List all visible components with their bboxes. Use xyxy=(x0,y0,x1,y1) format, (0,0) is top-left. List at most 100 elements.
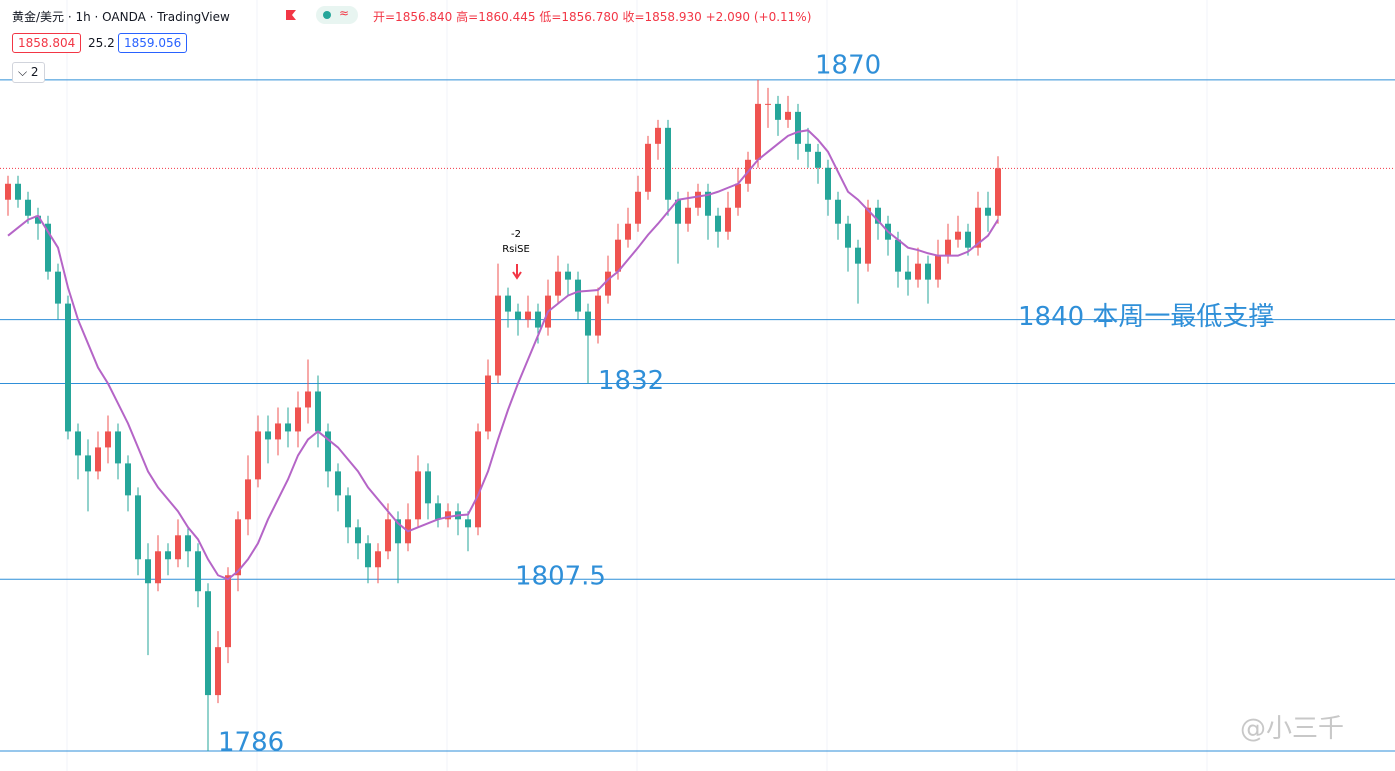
candle-body xyxy=(385,519,391,552)
candle-body xyxy=(625,223,631,240)
candle-body xyxy=(375,551,381,568)
candle-body xyxy=(165,551,171,560)
candle-body xyxy=(985,207,991,216)
candle-body xyxy=(245,479,251,520)
candle-body xyxy=(565,271,571,280)
candle-body xyxy=(345,495,351,528)
signal-count: -2 xyxy=(511,229,521,240)
indicator-count: 2 xyxy=(30,65,39,79)
spread: 25.2 xyxy=(88,36,115,50)
candle-body xyxy=(875,207,881,224)
candle-body xyxy=(965,231,971,248)
candle-body xyxy=(125,463,131,496)
level-label: 1786 xyxy=(218,728,284,758)
candle-body xyxy=(815,151,821,168)
candle-body xyxy=(45,223,51,272)
level-label: 1807.5 xyxy=(515,562,606,592)
candle-body xyxy=(675,199,681,224)
status-pill[interactable]: ≈ xyxy=(316,6,358,24)
candle-body xyxy=(505,295,511,312)
ohlc: 开=1856.840 高=1860.445 低=1856.780 收=1858.… xyxy=(373,8,811,25)
candle-body xyxy=(205,591,211,696)
candle-body xyxy=(735,183,741,208)
candle-body xyxy=(115,431,121,464)
level-label: 1832 xyxy=(598,366,664,396)
candle-body xyxy=(955,231,961,240)
flag-icon[interactable] xyxy=(286,10,296,20)
candle-body xyxy=(335,471,341,496)
candle-body xyxy=(25,199,31,216)
candle-body xyxy=(35,215,41,224)
candle-body xyxy=(265,431,271,440)
candle-body xyxy=(825,167,831,200)
candle-body xyxy=(715,215,721,232)
high: 高=1860.445 xyxy=(456,10,536,24)
candle-body xyxy=(445,511,451,520)
candle-body xyxy=(215,647,221,696)
candle-body xyxy=(575,279,581,312)
candle-body xyxy=(785,111,791,120)
candle-body xyxy=(725,207,731,232)
signal-name: RsiSE xyxy=(502,244,530,255)
symbol: 黄金/美元 · 1h · OANDA · TradingView xyxy=(12,10,230,24)
candle-body xyxy=(905,271,911,280)
candle-body xyxy=(945,239,951,256)
candle-body xyxy=(535,311,541,328)
candle-body xyxy=(595,295,601,336)
candle-body xyxy=(55,271,61,304)
candle-body xyxy=(255,431,261,480)
open: 开=1856.840 xyxy=(373,10,453,24)
indicator-toggle[interactable]: ⌵ 2 xyxy=(12,62,45,83)
candle-body xyxy=(975,207,981,248)
candle-body xyxy=(585,311,591,336)
candle-body xyxy=(495,295,501,376)
candle-body xyxy=(435,503,441,520)
candle-body xyxy=(995,168,1001,216)
candle-body xyxy=(765,103,771,105)
ask-button[interactable]: 1859.056 xyxy=(118,33,188,53)
candle-body xyxy=(365,543,371,568)
candle-body xyxy=(605,271,611,296)
candle-body xyxy=(935,255,941,280)
candle-body xyxy=(925,263,931,280)
candle-body xyxy=(75,431,81,456)
candle-body xyxy=(355,527,361,544)
candle-body xyxy=(665,127,671,200)
candle-body xyxy=(15,183,21,200)
watermark: @小三千 xyxy=(1240,714,1345,744)
candle-body xyxy=(195,551,201,592)
candle-body xyxy=(95,447,101,472)
candle-body xyxy=(135,495,141,560)
candle-body xyxy=(615,239,621,272)
candle-body xyxy=(475,431,481,528)
candle-body xyxy=(685,207,691,224)
candle-body xyxy=(525,311,531,320)
candle-body xyxy=(105,431,111,448)
level-label: 1870 xyxy=(815,50,881,80)
candle-body xyxy=(555,271,561,296)
bid-button[interactable]: 1858.804 xyxy=(12,33,82,53)
candle-body xyxy=(155,551,161,584)
candle-body xyxy=(805,143,811,152)
signal-arrow xyxy=(512,264,522,280)
moving-average xyxy=(7,129,999,581)
candle-body xyxy=(845,223,851,248)
candle-body xyxy=(275,423,281,440)
candle-body xyxy=(645,143,651,192)
candle-body xyxy=(915,263,921,280)
candle-body xyxy=(835,199,841,224)
candle-body xyxy=(855,247,861,264)
candle-body xyxy=(235,519,241,576)
candle-body xyxy=(465,519,471,528)
candle-body xyxy=(225,575,231,648)
candle-body xyxy=(145,559,151,584)
candle-body xyxy=(425,471,431,504)
grid xyxy=(66,0,1208,771)
candle-body xyxy=(395,519,401,544)
candle-body xyxy=(325,431,331,472)
candle-body xyxy=(895,239,901,272)
candle-body xyxy=(635,191,641,224)
candle-body xyxy=(315,391,321,432)
